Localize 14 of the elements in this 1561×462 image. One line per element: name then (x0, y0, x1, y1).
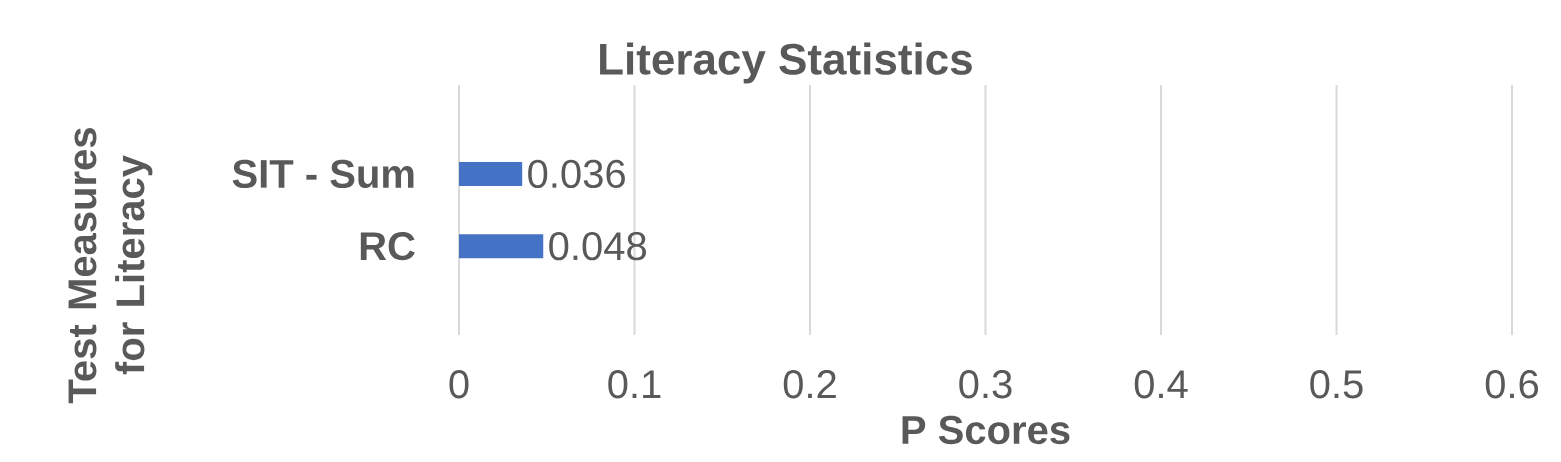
chart-title: Literacy Statistics (600, 42, 972, 84)
data-label: 0.036 (528, 159, 625, 189)
y-tick-label: RC (360, 231, 415, 261)
data-label: 0.048 (549, 231, 646, 261)
x-tick-label: 0.2 (783, 370, 836, 399)
x-tick-label: 0.3 (959, 370, 1012, 399)
y-axis-title: Test Measures for Literacy (68, 128, 153, 404)
x-axis-title: P Scores (902, 415, 1070, 445)
x-tick-label: 0.4 (1134, 370, 1188, 399)
x-tick-label: 0.5 (1310, 370, 1363, 399)
x-tick-label: 0.6 (1485, 370, 1539, 399)
x-tick-label: 0 (449, 370, 469, 399)
y-tick-label: SIT - Sum (232, 159, 414, 189)
x-tick-label: 0.1 (608, 370, 661, 399)
